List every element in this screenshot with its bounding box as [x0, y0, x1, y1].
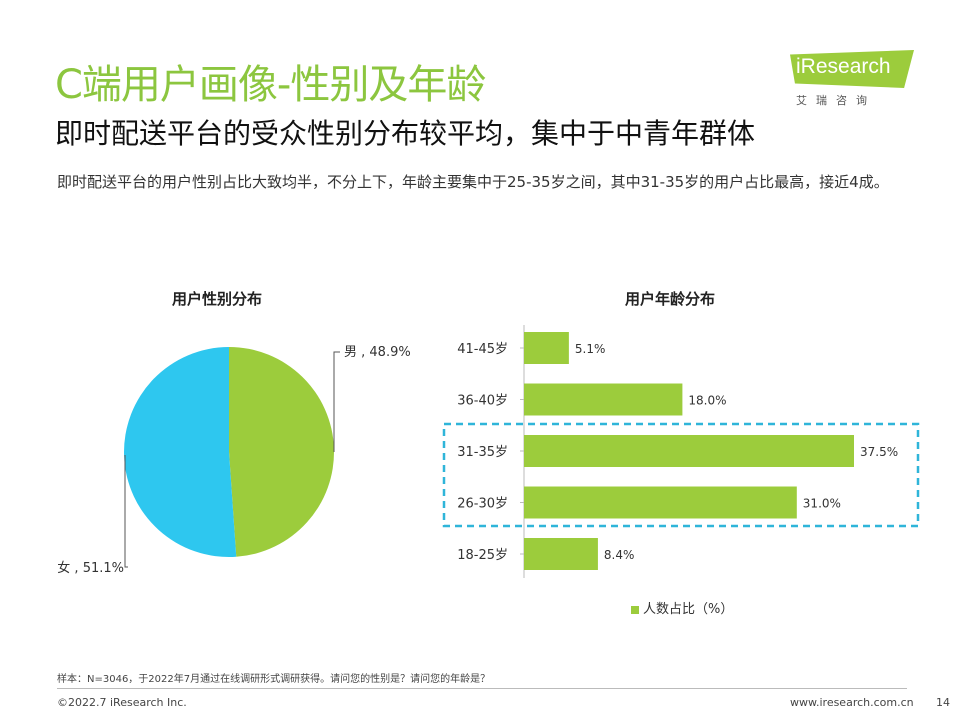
bar-value-label: 37.5%: [860, 445, 898, 459]
age-chart-title: 用户年龄分布: [625, 290, 716, 308]
pie-slice-female: [124, 347, 237, 557]
copyright-text: ©2022.7 iResearch Inc.: [57, 696, 187, 709]
sample-footnote: 样本：N=3046，于2022年7月通过在线调研形式调研获得。请问您的性别是？请…: [57, 674, 491, 685]
age-legend: 人数占比（%）: [631, 598, 733, 617]
gender-chart-title: 用户性别分布: [172, 290, 263, 308]
bar-category-label: 31-35岁: [457, 445, 508, 460]
legend-label: 人数占比（%）: [643, 602, 734, 617]
bar-31-35岁: [524, 435, 854, 467]
iresearch-logo: iResearch 艾瑞咨询: [790, 50, 914, 112]
bar-category-label: 41-45岁: [457, 342, 508, 357]
logo-chinese: 艾瑞咨询: [796, 94, 876, 107]
footer-divider: [57, 688, 907, 689]
pie-leader-female: [124, 455, 128, 568]
pie-label-male: 男 , 48.9%: [344, 345, 411, 360]
page-number: 14: [936, 696, 950, 709]
legend-swatch: [631, 605, 639, 614]
pie-slice-male: [229, 347, 335, 557]
bar-value-label: 5.1%: [575, 342, 606, 356]
bar-41-45岁: [524, 332, 569, 364]
logo-wordmark: iResearch: [796, 55, 891, 78]
website-text: www.iresearch.com.cn: [790, 696, 914, 709]
page-subtitle: 即时配送平台的受众性别分布较平均，集中于中青年群体: [55, 117, 756, 150]
page-title: C端用户画像-性别及年龄: [55, 62, 486, 108]
bar-36-40岁: [524, 383, 683, 416]
bar-26-30岁: [524, 486, 797, 519]
bar-18-25岁: [524, 538, 598, 570]
pie-label-female: 女 , 51.1%: [57, 560, 124, 576]
bar-value-label: 31.0%: [803, 497, 841, 511]
pie-leader-male: [333, 351, 340, 452]
logo-band: [790, 50, 914, 88]
bar-value-label: 18.0%: [688, 394, 726, 408]
page-description: 即时配送平台的用户性别占比大致均半，不分上下，年龄主要集中于25-35岁之间，其…: [57, 173, 889, 191]
bar-category-label: 26-30岁: [457, 497, 508, 512]
bar-value-label: 8.4%: [604, 548, 635, 562]
bar-category-label: 18-25岁: [457, 548, 508, 563]
bar-category-label: 36-40岁: [457, 394, 508, 409]
